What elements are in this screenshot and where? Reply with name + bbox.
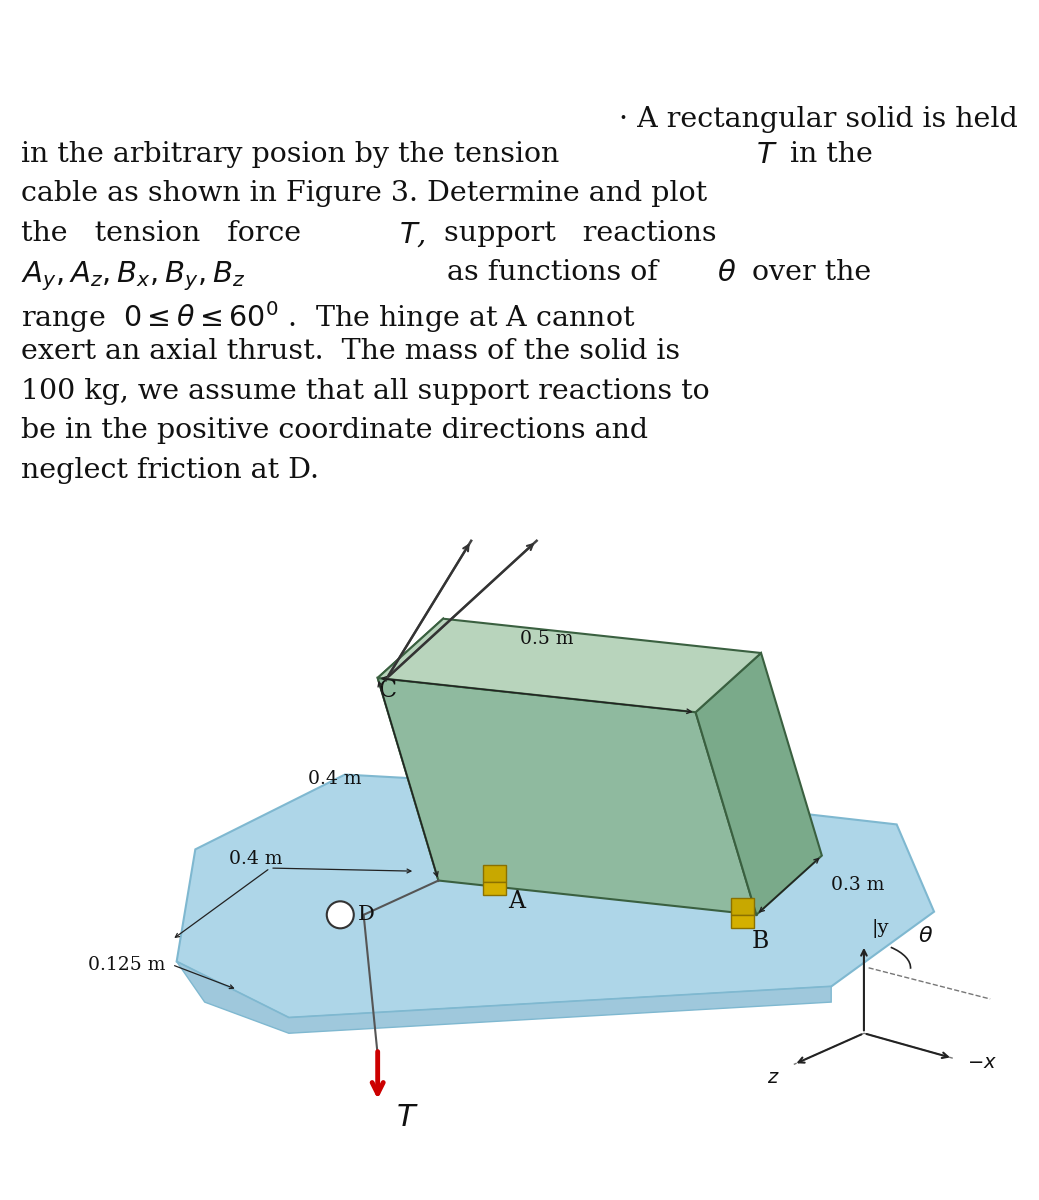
Text: 100 kg, we assume that all support reactions to: 100 kg, we assume that all support react… bbox=[21, 378, 710, 404]
Text: 0.125 m: 0.125 m bbox=[87, 955, 165, 973]
Text: 0.3 m: 0.3 m bbox=[831, 876, 884, 894]
FancyBboxPatch shape bbox=[730, 914, 754, 928]
Text: as functions of: as functions of bbox=[438, 259, 667, 287]
Text: B: B bbox=[751, 930, 769, 954]
Text: 0.4 m: 0.4 m bbox=[308, 770, 362, 788]
Polygon shape bbox=[378, 619, 504, 881]
Circle shape bbox=[327, 901, 354, 929]
Text: $-x$: $-x$ bbox=[966, 1054, 996, 1072]
Text: range  $0 \leq \theta \leq 60^0$ .  The hinge at A cannot: range $0 \leq \theta \leq 60^0$ . The hi… bbox=[21, 299, 635, 335]
Text: exert an axial thrust.  The mass of the solid is: exert an axial thrust. The mass of the s… bbox=[21, 338, 680, 365]
Text: in the arbitrary posion by the tension: in the arbitrary posion by the tension bbox=[21, 140, 568, 168]
Text: $\theta$: $\theta$ bbox=[717, 259, 737, 287]
Polygon shape bbox=[696, 653, 822, 914]
Text: · A rectangular solid is held: · A rectangular solid is held bbox=[619, 107, 1018, 133]
Text: A: A bbox=[509, 890, 526, 913]
Text: neglect friction at D.: neglect friction at D. bbox=[21, 457, 319, 484]
Text: 0.4 m: 0.4 m bbox=[230, 850, 283, 868]
FancyBboxPatch shape bbox=[483, 865, 506, 882]
FancyBboxPatch shape bbox=[483, 882, 506, 895]
Text: C: C bbox=[378, 679, 397, 702]
Text: $\theta$: $\theta$ bbox=[918, 924, 933, 947]
Text: D: D bbox=[358, 905, 375, 924]
Polygon shape bbox=[378, 678, 756, 914]
Text: $T$,: $T$, bbox=[399, 220, 426, 248]
Text: the   tension   force: the tension force bbox=[21, 220, 319, 247]
Polygon shape bbox=[378, 619, 761, 713]
Text: be in the positive coordinate directions and: be in the positive coordinate directions… bbox=[21, 418, 647, 444]
Text: over the: over the bbox=[743, 259, 871, 287]
Text: $T$: $T$ bbox=[756, 140, 778, 169]
Text: $T$: $T$ bbox=[397, 1102, 419, 1133]
Text: support   reactions: support reactions bbox=[426, 220, 717, 247]
Text: $A_y, A_z, B_x, B_y, B_z$: $A_y, A_z, B_x, B_y, B_z$ bbox=[21, 259, 245, 293]
Polygon shape bbox=[177, 961, 831, 1033]
Text: $z$: $z$ bbox=[767, 1069, 779, 1087]
Text: |y: |y bbox=[871, 919, 888, 937]
FancyBboxPatch shape bbox=[730, 898, 754, 914]
Polygon shape bbox=[177, 774, 934, 1018]
Text: in the: in the bbox=[781, 140, 873, 168]
Text: cable as shown in Figure 3. Determine and plot: cable as shown in Figure 3. Determine an… bbox=[21, 180, 707, 208]
Text: 0.5 m: 0.5 m bbox=[521, 630, 574, 648]
